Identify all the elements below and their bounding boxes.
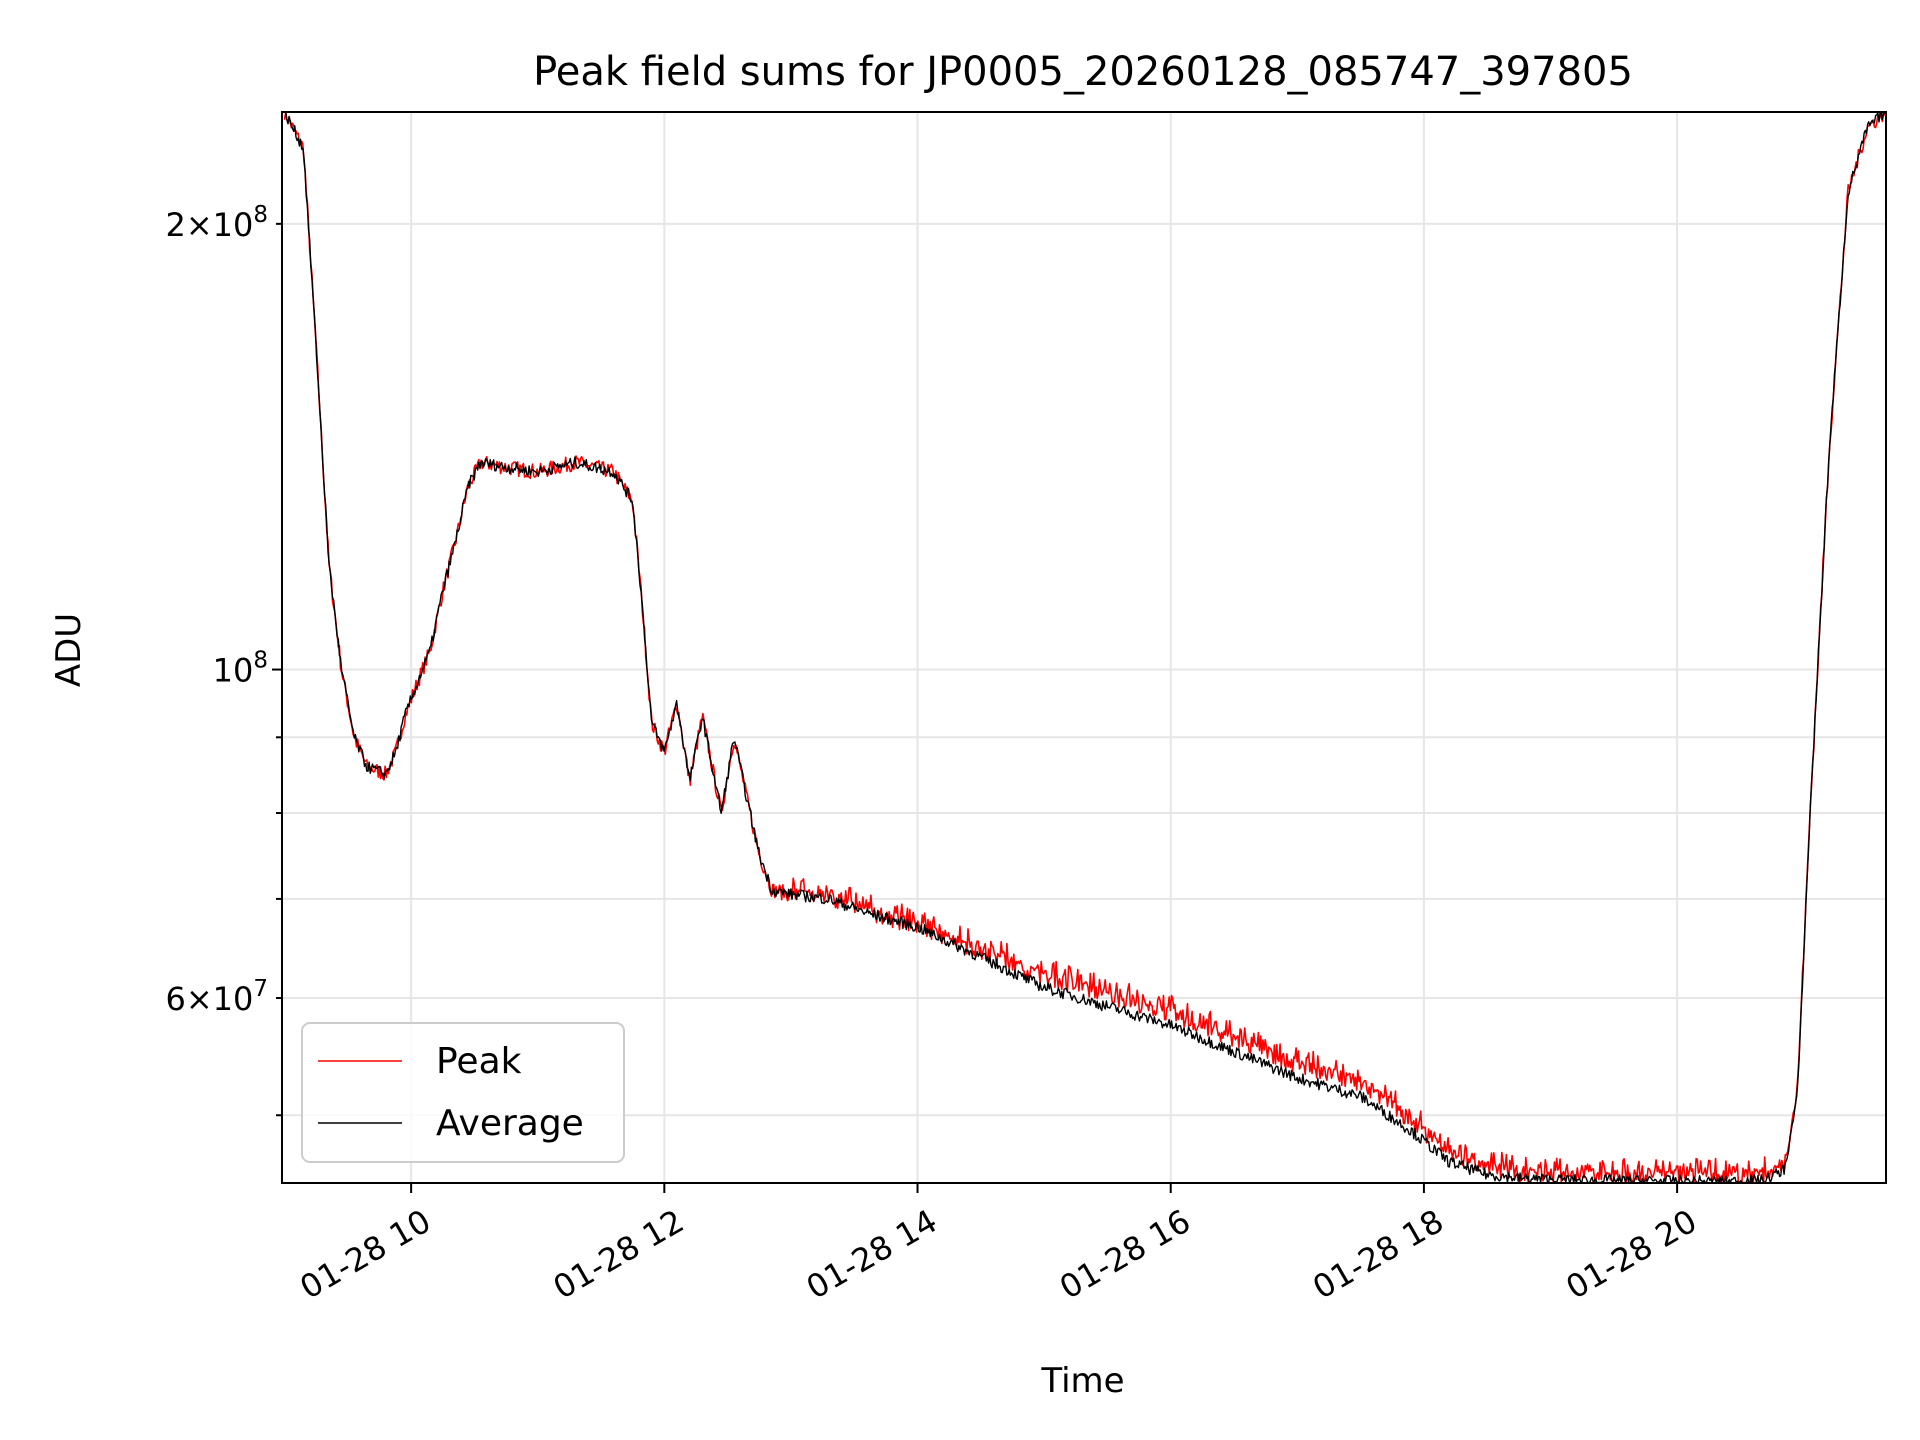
legend-label-peak: Peak (436, 1041, 522, 1082)
y-tick-label: 6×107 (165, 976, 268, 1018)
chart-title: Peak field sums for JP0005_20260128_0857… (533, 49, 1633, 95)
plot-frame (281, 111, 1887, 1184)
plot-area (283, 111, 1886, 1184)
y-axis: 108 6×107 2×108 (165, 202, 282, 1117)
y-tick-label: 2×108 (165, 202, 268, 244)
y-axis-label: ADU (49, 613, 89, 687)
legend-label-average: Average (436, 1103, 584, 1144)
legend-box (301, 1022, 625, 1163)
series-line-peak (283, 111, 1886, 1184)
series-line-average (284, 111, 1886, 1184)
x-axis-label: Time (1040, 1361, 1124, 1401)
y-tick-label: 108 (213, 648, 268, 690)
legend: Peak Average (301, 1022, 625, 1163)
